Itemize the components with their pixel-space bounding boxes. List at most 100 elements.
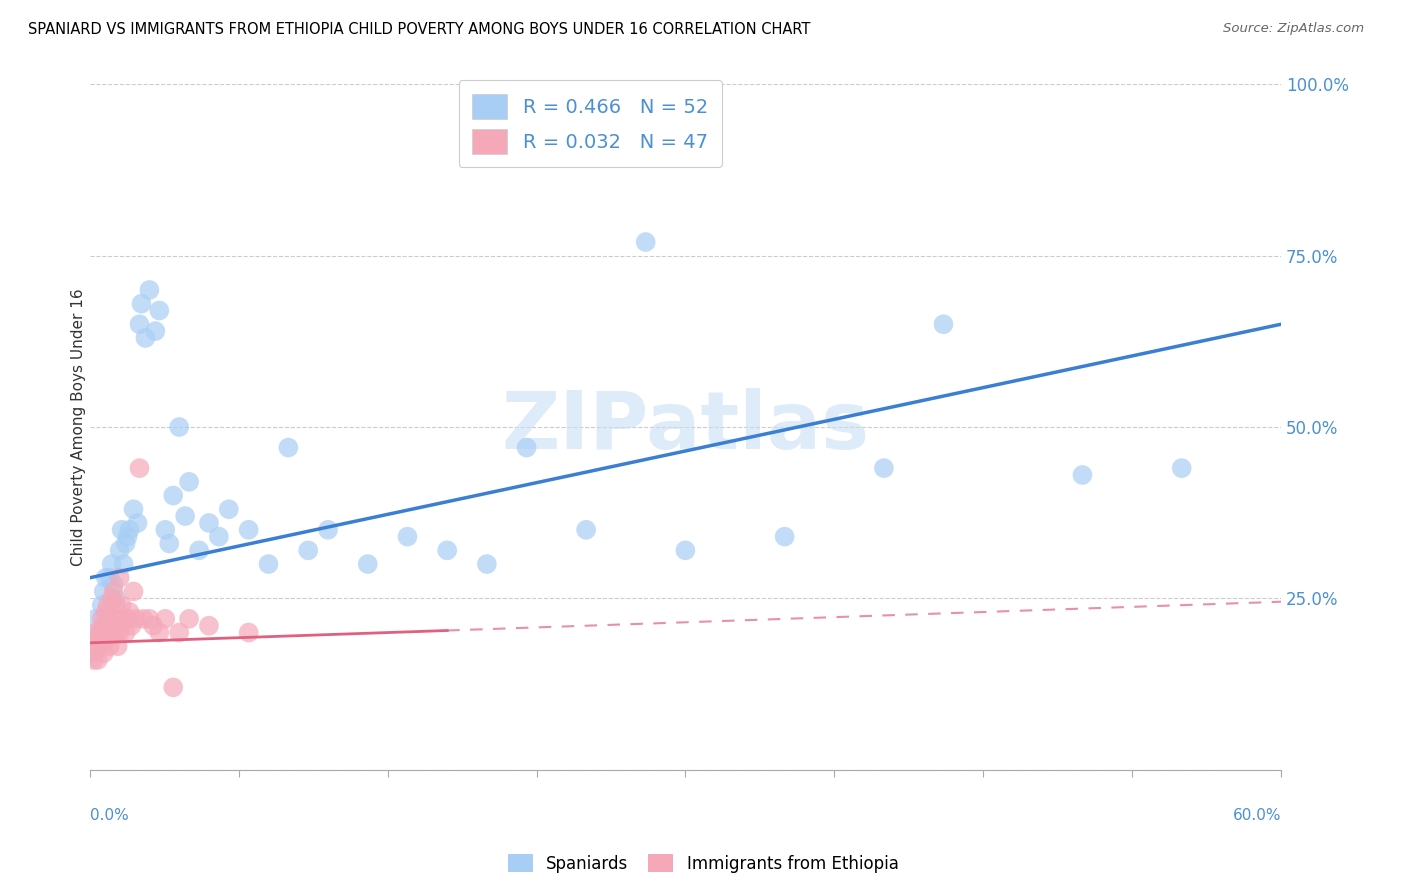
Point (107, 640, 129, 654)
Point (143, 324, 166, 338)
Point (357, 557, 380, 571)
Point (89, 625, 111, 640)
Point (93, 584, 115, 599)
Point (80, 646, 103, 660)
Point (103, 612, 125, 626)
Point (100, 618, 122, 632)
Point (97, 625, 120, 640)
Point (110, 598, 132, 612)
Point (873, 461, 896, 475)
Point (103, 584, 125, 599)
Point (155, 523, 177, 537)
Point (83, 653, 105, 667)
Point (773, 530, 796, 544)
Point (1071, 467, 1094, 482)
Point (179, 475, 201, 489)
Y-axis label: Child Poverty Among Boys Under 16: Child Poverty Among Boys Under 16 (72, 288, 86, 566)
Point (155, 612, 177, 626)
Point (103, 577, 125, 591)
Point (97, 598, 120, 612)
Point (98, 612, 121, 626)
Point (396, 530, 419, 544)
Point (93, 618, 115, 632)
Point (932, 318, 955, 332)
Point (238, 523, 260, 537)
Point (475, 557, 498, 571)
Point (84, 612, 107, 626)
Point (112, 557, 135, 571)
Point (89, 625, 111, 640)
Point (316, 523, 339, 537)
Point (90, 612, 112, 626)
Point (87, 632, 110, 647)
Text: Source: ZipAtlas.com: Source: ZipAtlas.com (1223, 22, 1364, 36)
Point (257, 557, 280, 571)
Point (112, 612, 135, 626)
Point (634, 235, 657, 249)
Point (114, 625, 136, 640)
Point (108, 571, 131, 585)
Point (89, 640, 111, 654)
Point (162, 489, 184, 503)
Point (117, 530, 139, 544)
Point (87, 653, 110, 667)
Point (128, 318, 150, 332)
Point (94, 632, 117, 647)
Point (104, 591, 127, 606)
Point (107, 612, 129, 626)
Point (127, 516, 149, 530)
Point (179, 612, 201, 626)
Point (118, 605, 141, 619)
Point (128, 461, 150, 475)
Point (104, 625, 127, 640)
Point (167, 625, 190, 640)
Point (90, 632, 112, 647)
Point (1170, 461, 1192, 475)
Point (198, 618, 221, 632)
Point (118, 523, 141, 537)
Point (132, 612, 155, 626)
Point (516, 441, 538, 455)
Point (121, 618, 143, 632)
Point (188, 543, 211, 558)
Point (142, 618, 165, 632)
Point (148, 303, 170, 318)
Point (100, 557, 122, 571)
Point (108, 543, 131, 558)
Point (122, 584, 145, 599)
Point (108, 625, 131, 640)
Text: SPANIARD VS IMMIGRANTS FROM ETHIOPIA CHILD POVERTY AMONG BOYS UNDER 16 CORRELATI: SPANIARD VS IMMIGRANTS FROM ETHIOPIA CHI… (28, 22, 810, 37)
Point (98, 640, 121, 654)
Point (104, 598, 127, 612)
Point (93, 646, 115, 660)
Point (134, 331, 156, 345)
Point (94, 605, 117, 619)
Point (436, 543, 458, 558)
Point (114, 536, 136, 550)
Point (238, 625, 260, 640)
Text: 60.0%: 60.0% (1233, 808, 1281, 823)
Point (84, 625, 107, 640)
Legend: Spaniards, Immigrants from Ethiopia: Spaniards, Immigrants from Ethiopia (501, 847, 905, 880)
Point (673, 543, 696, 558)
Point (110, 523, 132, 537)
Point (124, 612, 146, 626)
Text: 0.0%: 0.0% (90, 808, 128, 823)
Point (575, 523, 598, 537)
Point (167, 420, 190, 434)
Point (84, 640, 107, 654)
Point (122, 502, 145, 516)
Legend: R = 0.466   N = 52, R = 0.032   N = 47: R = 0.466 N = 52, R = 0.032 N = 47 (458, 80, 721, 168)
Text: ZIPatlas: ZIPatlas (502, 388, 869, 466)
Point (100, 591, 122, 606)
Point (208, 530, 231, 544)
Point (157, 536, 180, 550)
Point (162, 681, 184, 695)
Point (174, 509, 197, 524)
Point (198, 516, 221, 530)
Point (117, 612, 139, 626)
Point (218, 502, 240, 516)
Point (297, 543, 319, 558)
Point (90, 598, 112, 612)
Point (131, 296, 153, 310)
